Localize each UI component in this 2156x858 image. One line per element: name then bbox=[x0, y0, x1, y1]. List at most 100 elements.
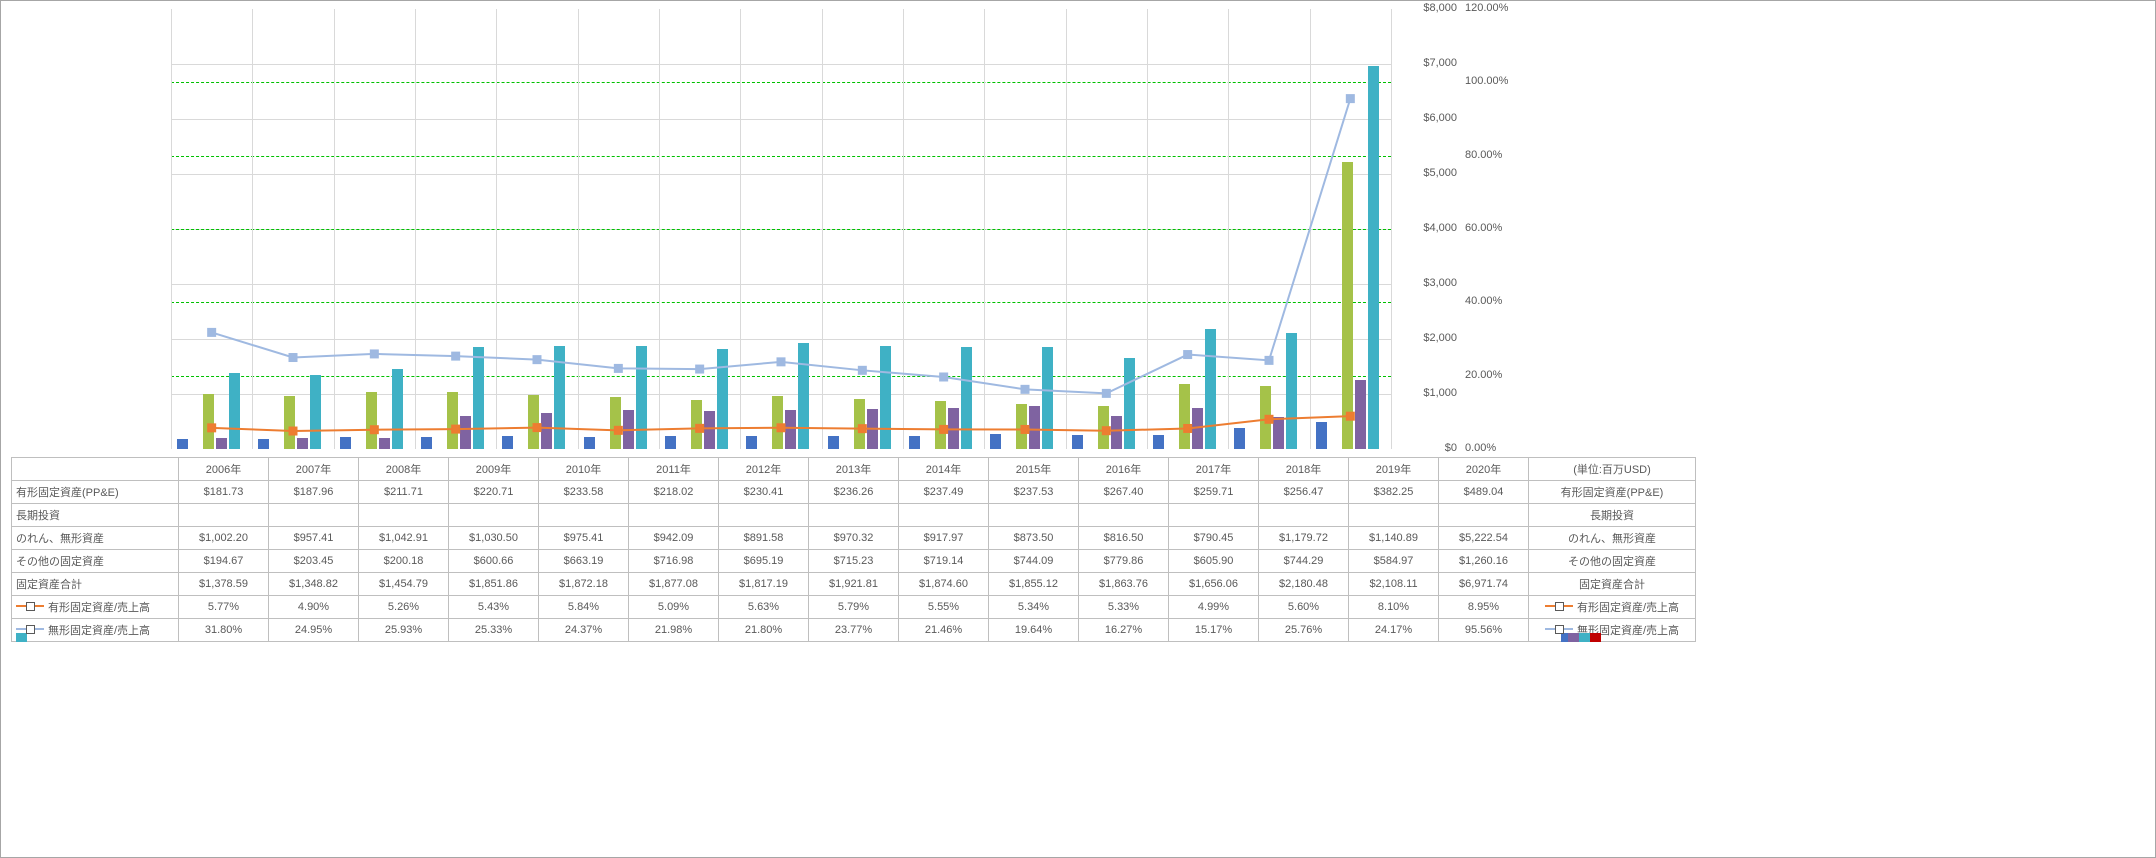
data-cell bbox=[1259, 504, 1349, 527]
data-table: 2006年2007年2008年2009年2010年2011年2012年2013年… bbox=[11, 457, 1696, 642]
category-header: 2008年 bbox=[359, 458, 449, 481]
data-cell: $237.49 bbox=[899, 481, 989, 504]
data-cell: $1,002.20 bbox=[179, 527, 269, 550]
marker-s6 bbox=[940, 425, 948, 433]
chart-container: $0$1,000$2,000$3,000$4,000$5,000$6,000$7… bbox=[0, 0, 2156, 858]
data-cell: 5.26% bbox=[359, 596, 449, 619]
data-cell: 95.56% bbox=[1439, 619, 1529, 642]
marker-s6 bbox=[208, 424, 216, 432]
data-cell bbox=[1349, 504, 1439, 527]
data-cell: $1,454.79 bbox=[359, 573, 449, 596]
marker-s7 bbox=[452, 352, 460, 360]
y1-tick-label: $5,000 bbox=[1397, 167, 1457, 179]
marker-s6 bbox=[1021, 425, 1029, 433]
data-cell bbox=[989, 504, 1079, 527]
data-cell: $259.71 bbox=[1169, 481, 1259, 504]
data-cell: $873.50 bbox=[989, 527, 1079, 550]
y1-tick-label: $8,000 bbox=[1397, 2, 1457, 14]
marker-s7 bbox=[940, 373, 948, 381]
category-header: 2015年 bbox=[989, 458, 1079, 481]
data-cell: $194.67 bbox=[179, 550, 269, 573]
data-cell: $489.04 bbox=[1439, 481, 1529, 504]
data-cell bbox=[449, 504, 539, 527]
data-cell bbox=[359, 504, 449, 527]
series-header-s5: 固定資産合計 bbox=[12, 573, 179, 596]
marker-s7 bbox=[1346, 95, 1354, 103]
data-cell: $970.32 bbox=[809, 527, 899, 550]
marker-s7 bbox=[696, 365, 704, 373]
category-header: 2017年 bbox=[1169, 458, 1259, 481]
data-cell bbox=[179, 504, 269, 527]
data-cell: $719.14 bbox=[899, 550, 989, 573]
y2-tick-label: 80.00% bbox=[1465, 149, 1525, 161]
series-legend-right-s4: その他の固定資産 bbox=[1529, 550, 1696, 573]
y2-tick-label: 120.00% bbox=[1465, 2, 1525, 14]
marker-s7 bbox=[1265, 356, 1273, 364]
marker-s6 bbox=[289, 427, 297, 435]
series-header-s1: 有形固定資産(PP&E) bbox=[12, 481, 179, 504]
series-legend-right-s5: 固定資産合計 bbox=[1529, 573, 1696, 596]
data-cell: 21.98% bbox=[629, 619, 719, 642]
marker-s6 bbox=[533, 424, 541, 432]
y2-tick-label: 60.00% bbox=[1465, 222, 1525, 234]
category-header: 2014年 bbox=[899, 458, 989, 481]
data-cell bbox=[719, 504, 809, 527]
marker-s7 bbox=[1102, 389, 1110, 397]
table-corner bbox=[12, 458, 179, 481]
y1-tick-label: $0 bbox=[1397, 442, 1457, 454]
data-cell: $236.26 bbox=[809, 481, 899, 504]
data-cell: $1,042.91 bbox=[359, 527, 449, 550]
data-cell: $187.96 bbox=[269, 481, 359, 504]
data-cell: $200.18 bbox=[359, 550, 449, 573]
data-cell bbox=[1079, 504, 1169, 527]
marker-s7 bbox=[1021, 385, 1029, 393]
data-cell: 19.64% bbox=[989, 619, 1079, 642]
data-cell bbox=[539, 504, 629, 527]
data-cell: 5.43% bbox=[449, 596, 539, 619]
data-cell bbox=[899, 504, 989, 527]
category-header: 2007年 bbox=[269, 458, 359, 481]
series-legend-right-s3: のれん、無形資産 bbox=[1529, 527, 1696, 550]
marker-s7 bbox=[614, 364, 622, 372]
marker-s6 bbox=[1102, 427, 1110, 435]
data-cell: 4.90% bbox=[269, 596, 359, 619]
y2-tick-label: 0.00% bbox=[1465, 442, 1525, 454]
data-cell: $220.71 bbox=[449, 481, 539, 504]
data-cell: $2,180.48 bbox=[1259, 573, 1349, 596]
data-cell: $1,179.72 bbox=[1259, 527, 1349, 550]
data-cell bbox=[269, 504, 359, 527]
data-cell: $181.73 bbox=[179, 481, 269, 504]
y2-tick-label: 20.00% bbox=[1465, 369, 1525, 381]
marker-s7 bbox=[370, 350, 378, 358]
data-cell: $267.40 bbox=[1079, 481, 1169, 504]
marker-s6 bbox=[858, 425, 866, 433]
data-cell: 5.84% bbox=[539, 596, 629, 619]
data-cell: $744.09 bbox=[989, 550, 1079, 573]
data-cell: $1,855.12 bbox=[989, 573, 1079, 596]
data-cell: $584.97 bbox=[1349, 550, 1439, 573]
data-cell: 5.33% bbox=[1079, 596, 1169, 619]
category-header: 2018年 bbox=[1259, 458, 1349, 481]
data-cell bbox=[809, 504, 899, 527]
data-cell: $6,971.74 bbox=[1439, 573, 1529, 596]
data-cell: 8.10% bbox=[1349, 596, 1439, 619]
data-cell: $237.53 bbox=[989, 481, 1079, 504]
series-header-s6: 有形固定資産/売上高 bbox=[12, 596, 179, 619]
series-legend-right-s6: 有形固定資産/売上高 bbox=[1529, 596, 1696, 619]
marker-s6 bbox=[452, 425, 460, 433]
marker-s6 bbox=[1346, 412, 1354, 420]
data-cell: $942.09 bbox=[629, 527, 719, 550]
marker-s6 bbox=[1265, 415, 1273, 423]
data-cell: $230.41 bbox=[719, 481, 809, 504]
data-cell: 21.46% bbox=[899, 619, 989, 642]
data-cell: $790.45 bbox=[1169, 527, 1259, 550]
data-cell: $382.25 bbox=[1349, 481, 1439, 504]
data-cell: $256.47 bbox=[1259, 481, 1349, 504]
series-legend-right-s2: 長期投資 bbox=[1529, 504, 1696, 527]
marker-s7 bbox=[858, 366, 866, 374]
category-header: 2012年 bbox=[719, 458, 809, 481]
data-cell: $1,817.19 bbox=[719, 573, 809, 596]
data-cell: $203.45 bbox=[269, 550, 359, 573]
line-s7 bbox=[212, 99, 1351, 394]
data-cell: 25.93% bbox=[359, 619, 449, 642]
